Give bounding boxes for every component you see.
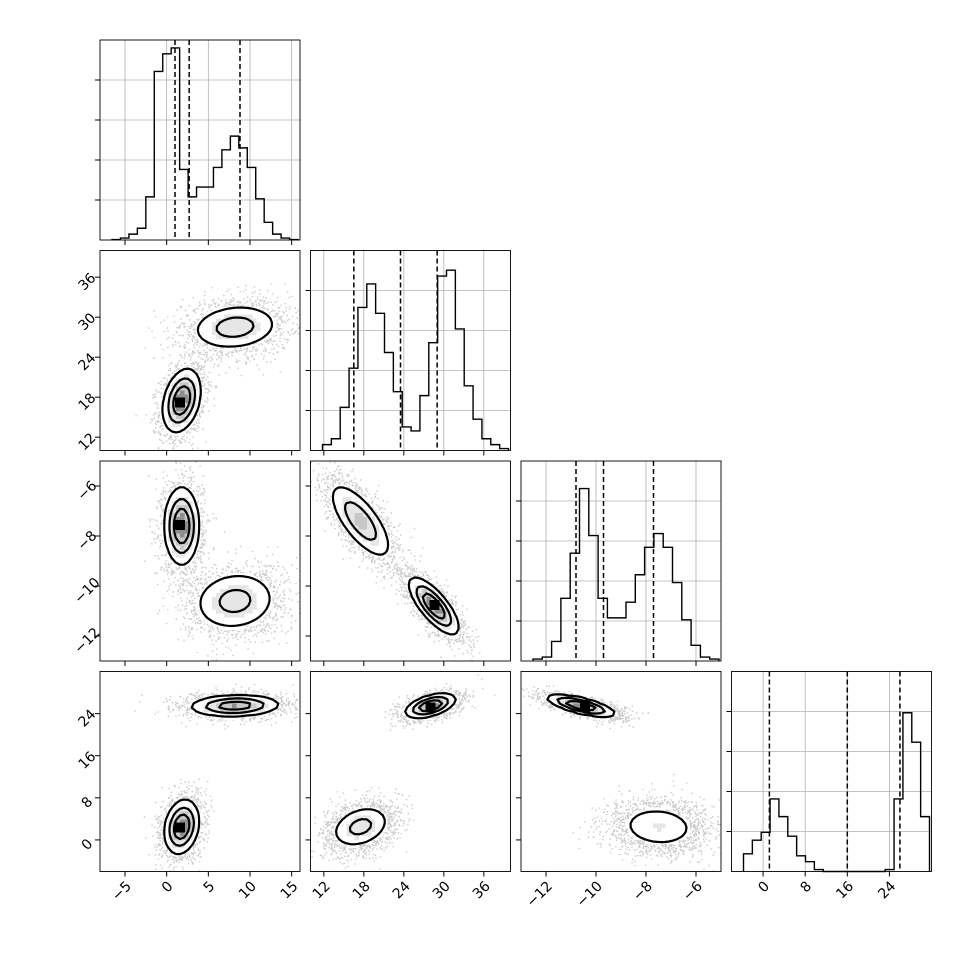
contour-2-0-0: [163, 486, 271, 628]
contour-2-0-1: [168, 498, 252, 614]
contour-3-0-1: [168, 697, 265, 847]
density-band-3-0-1: [168, 695, 269, 849]
contour-3-2-1: [556, 696, 606, 715]
scatter-panel-3-1: [310, 674, 496, 870]
contour-1-0-0: [161, 306, 273, 434]
contour-3-1-1: [348, 695, 449, 836]
panel-frame-0-0: [99, 39, 301, 241]
histogram-1: [321, 250, 510, 451]
panel-frame-3-2: [520, 671, 722, 872]
panel-frame-3-0: [99, 671, 301, 872]
scatter-panel-2-0: [144, 461, 300, 661]
contour-2-1-1: [344, 501, 453, 627]
contour-3-1-0: [335, 692, 457, 846]
density-band-2-1-1: [342, 497, 456, 630]
histogram-steps-1: [321, 269, 510, 451]
contour-1-0-2: [172, 385, 192, 416]
density-band-3-2-0: [545, 695, 690, 845]
density-peak-3-0: [175, 822, 185, 833]
histogram-steps-0: [111, 47, 299, 241]
histogram-2: [532, 461, 720, 661]
scatter-panel-1-0: [135, 283, 300, 451]
contour-1-0-1: [167, 316, 255, 424]
density-peak-2-0: [175, 520, 185, 530]
density-peak-2-1: [429, 600, 440, 610]
panel-frame-3-1: [310, 671, 511, 872]
histogram-3: [742, 671, 931, 873]
panel-frame-1-1: [310, 250, 511, 451]
contour-3-2-0: [546, 693, 688, 844]
contour-3-0-2: [172, 700, 251, 841]
scatter-panel-2-1: [310, 461, 481, 661]
panel-frame-3-3: [731, 671, 932, 872]
contour-2-1-2: [421, 592, 446, 620]
panel-frame-1-0: [99, 250, 301, 451]
contour-2-1-0: [331, 486, 460, 636]
scatter-panel-3-0: [134, 683, 300, 872]
panel-frame-2-1: [310, 460, 511, 662]
scatter-panel-3-2: [521, 685, 721, 872]
contour-3-1-2: [417, 699, 444, 713]
contour-2-0-2: [172, 507, 191, 545]
density-peak-1-0: [175, 397, 185, 408]
density-band-1-0-1: [168, 314, 261, 428]
histogram-steps-2: [532, 487, 720, 661]
panel-frame-2-2: [520, 460, 722, 662]
panel-frame-2-0: [99, 460, 301, 662]
density-peak-3-2: [580, 702, 590, 713]
contour-3-0-0: [163, 693, 280, 856]
density-band-2-0-1: [168, 497, 257, 618]
contour-3-2-2: [565, 700, 597, 712]
density-peak-3-1: [425, 702, 436, 713]
histogram-0: [111, 40, 299, 241]
